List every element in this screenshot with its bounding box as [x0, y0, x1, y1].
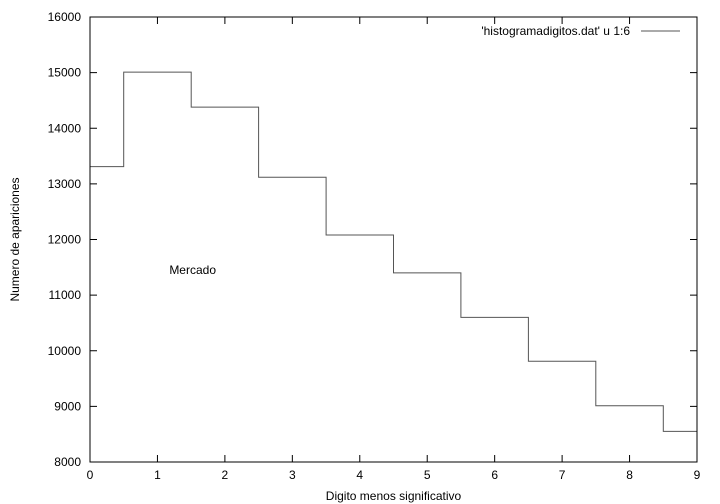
y-tick-label: 14000	[48, 121, 82, 135]
y-tick-label: 11000	[49, 288, 82, 302]
plot-frame	[89, 16, 698, 463]
x-tick-label: 1	[154, 468, 161, 482]
y-tick-label: 12000	[48, 233, 82, 247]
x-tick-label: 5	[424, 468, 431, 482]
y-tick-label: 8000	[54, 455, 81, 469]
y-tick-label: 13000	[48, 177, 82, 191]
series-line	[90, 71, 697, 432]
annotation-label: Mercado	[169, 263, 216, 277]
y-tick-label: 16000	[48, 10, 82, 24]
series-layer	[90, 71, 697, 432]
y-tick-label: 10000	[48, 344, 82, 358]
x-tick-label: 8	[626, 468, 633, 482]
x-tick-label: 7	[559, 468, 566, 482]
y-tick-label: 9000	[54, 399, 81, 413]
x-tick-label: 6	[491, 468, 498, 482]
y-tick-label: 15000	[48, 66, 82, 80]
x-tick-label: 4	[356, 468, 363, 482]
x-tick-label: 3	[289, 468, 296, 482]
legend: 'histogramadigitos.dat' u 1:6	[481, 24, 680, 38]
x-tick-label: 9	[694, 468, 701, 482]
x-axis-title: Digito menos significativo	[326, 489, 462, 503]
y-axis-title: Numero de apariciones	[8, 177, 22, 301]
x-tick-label: 0	[87, 468, 94, 482]
x-tick-label: 2	[222, 468, 229, 482]
ticks-layer: 8000900010000110001200013000140001500016…	[48, 10, 701, 482]
legend-label: 'histogramadigitos.dat' u 1:6	[481, 24, 630, 38]
